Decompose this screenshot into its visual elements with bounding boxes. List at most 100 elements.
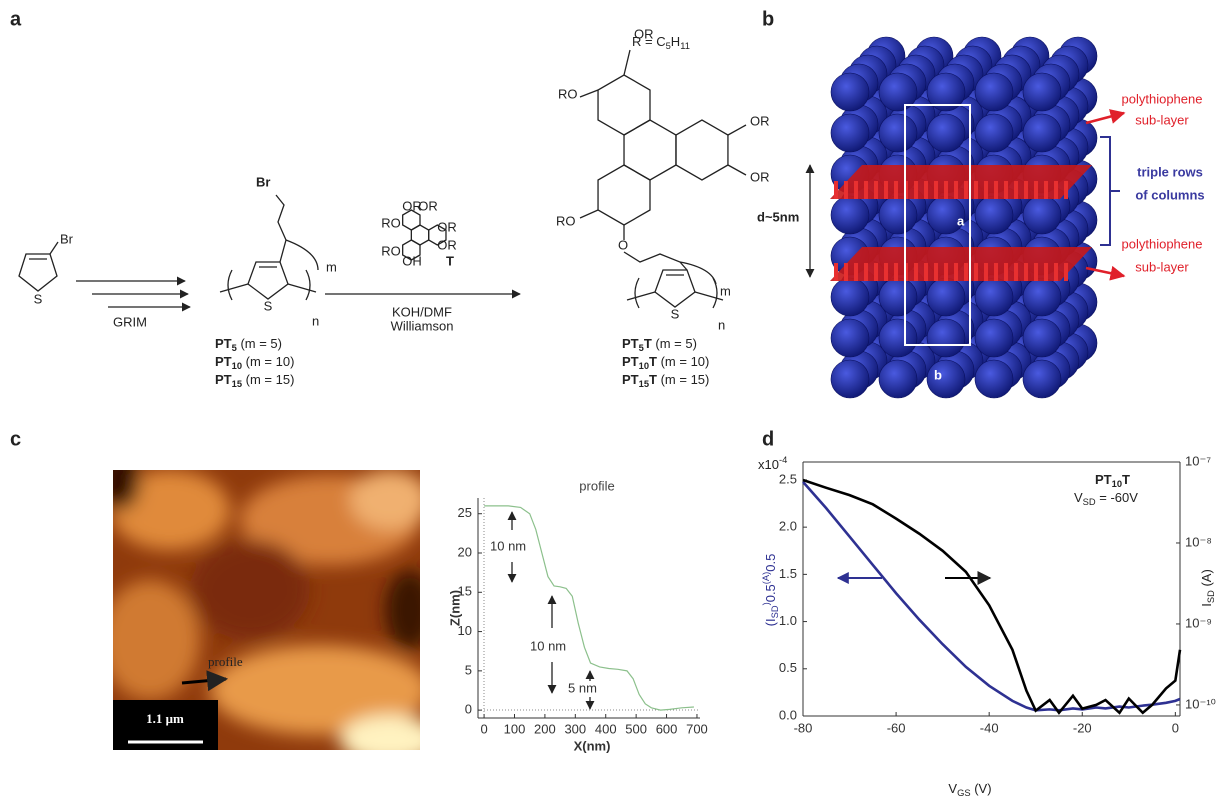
bracket bbox=[1100, 137, 1120, 245]
axis-label: b bbox=[934, 367, 942, 382]
sub-layer bbox=[934, 263, 938, 281]
compound-name: PT10 (m = 10) bbox=[215, 354, 294, 371]
x-tick-label: 600 bbox=[656, 721, 678, 736]
sub-layer bbox=[1034, 263, 1038, 281]
panel-label: a bbox=[10, 8, 22, 30]
x-axis-label: X(nm) bbox=[574, 738, 611, 753]
column bbox=[831, 196, 869, 234]
sub-layer bbox=[884, 181, 888, 199]
bond bbox=[728, 165, 746, 175]
text-part: 10 bbox=[232, 361, 242, 371]
x-tick-label: 700 bbox=[686, 721, 708, 736]
spacing-label: d~5nm bbox=[757, 209, 799, 224]
text-part: SD bbox=[1206, 590, 1216, 603]
sub-layer bbox=[874, 263, 878, 281]
column bbox=[1023, 114, 1061, 152]
column bbox=[975, 196, 1013, 234]
x-tick-label: 100 bbox=[504, 721, 526, 736]
y-tick-label: 1.0 bbox=[779, 613, 797, 628]
y-tick-label: 0 bbox=[465, 702, 472, 717]
text-part: 0.5 bbox=[763, 554, 778, 572]
product-structure bbox=[624, 252, 723, 308]
sub-layer bbox=[844, 181, 848, 199]
sub-layer bbox=[964, 181, 968, 199]
sub-layer bbox=[1014, 181, 1018, 199]
text-part: PT bbox=[622, 354, 639, 369]
text-part: PT bbox=[622, 336, 639, 351]
text-part: (m = 5) bbox=[237, 336, 282, 351]
sub-layer bbox=[894, 181, 898, 199]
index-label: n bbox=[312, 313, 319, 328]
text-part: (m = 10) bbox=[242, 354, 294, 369]
annotation: 10 nm bbox=[490, 538, 526, 553]
index-label: m bbox=[326, 259, 337, 274]
sub-layer bbox=[1024, 263, 1028, 281]
chart-title: profile bbox=[579, 478, 614, 493]
atom-label: RO bbox=[556, 213, 576, 228]
atom-label: S bbox=[264, 298, 273, 313]
column bbox=[975, 278, 1013, 316]
text-part: PT bbox=[215, 354, 232, 369]
sub-layer bbox=[994, 181, 998, 199]
x-tick-label: -80 bbox=[794, 720, 813, 735]
y-axis-label: Z(nm) bbox=[447, 590, 462, 626]
sub-layer bbox=[924, 181, 928, 199]
sub-layer bbox=[894, 263, 898, 281]
atom-label: OR bbox=[750, 169, 770, 184]
axis-multiplier: x10-4 bbox=[758, 455, 787, 472]
layer-label: sub-layer bbox=[1135, 112, 1189, 127]
y2-tick-label: 10⁻⁸ bbox=[1185, 534, 1212, 549]
y2-tick-label: 10⁻¹⁰ bbox=[1185, 696, 1216, 711]
text-part: -4 bbox=[779, 455, 787, 465]
column bbox=[879, 319, 917, 357]
x-tick-label: -20 bbox=[1073, 720, 1092, 735]
column bbox=[975, 319, 1013, 357]
sub-layer bbox=[834, 263, 838, 281]
text-part: (m = 15) bbox=[242, 372, 294, 387]
reaction-label: Williamson bbox=[391, 318, 454, 333]
compound-name: PT15T (m = 15) bbox=[622, 372, 709, 389]
sub-layer bbox=[1054, 263, 1058, 281]
sub-layer bbox=[1064, 181, 1068, 199]
reaction-label: KOH/DMF bbox=[392, 304, 452, 319]
text-part: SD bbox=[1083, 497, 1096, 507]
x-tick-label: 0 bbox=[480, 721, 487, 736]
text-part: H bbox=[671, 34, 680, 49]
atom-label: OH bbox=[402, 253, 422, 268]
text-part: PT bbox=[1095, 472, 1112, 487]
text-part: 11 bbox=[680, 41, 690, 51]
triphenylene-ring bbox=[598, 165, 650, 225]
text-part: (I bbox=[763, 618, 778, 626]
annotation: VSD = -60V bbox=[1074, 490, 1138, 507]
sub-layer bbox=[830, 165, 1092, 199]
atom-label: S bbox=[34, 291, 43, 306]
column bbox=[879, 278, 917, 316]
x-tick-label: 500 bbox=[625, 721, 647, 736]
figure: a b c d Br S GRIM Br m S n KOH/DMF Willi… bbox=[0, 0, 1221, 802]
layer-label: sub-layer bbox=[1135, 259, 1189, 274]
sub-layer bbox=[994, 263, 998, 281]
axis-label: a bbox=[957, 213, 965, 228]
columns-label: of columns bbox=[1135, 187, 1204, 202]
sub-layer bbox=[944, 181, 948, 199]
bond bbox=[580, 90, 598, 97]
text-part: SD bbox=[770, 605, 780, 618]
sub-layer bbox=[924, 263, 928, 281]
text-part: PT bbox=[215, 336, 232, 351]
monomer-structure bbox=[220, 195, 318, 300]
atom-label: OR bbox=[437, 237, 457, 252]
y-tick-label: 0.5 bbox=[779, 660, 797, 675]
atom-label: OR bbox=[437, 219, 457, 234]
sub-layer bbox=[974, 263, 978, 281]
text-part: (m = 10) bbox=[657, 354, 709, 369]
column bbox=[927, 114, 965, 152]
column bbox=[879, 360, 917, 398]
sub-layer bbox=[1054, 181, 1058, 199]
text-part: R = C bbox=[632, 34, 666, 49]
column bbox=[1023, 73, 1061, 111]
column bbox=[1023, 319, 1061, 357]
column bbox=[927, 319, 965, 357]
panel-label: d bbox=[762, 428, 774, 450]
text-part: T bbox=[649, 372, 657, 387]
sub-layer bbox=[914, 263, 918, 281]
